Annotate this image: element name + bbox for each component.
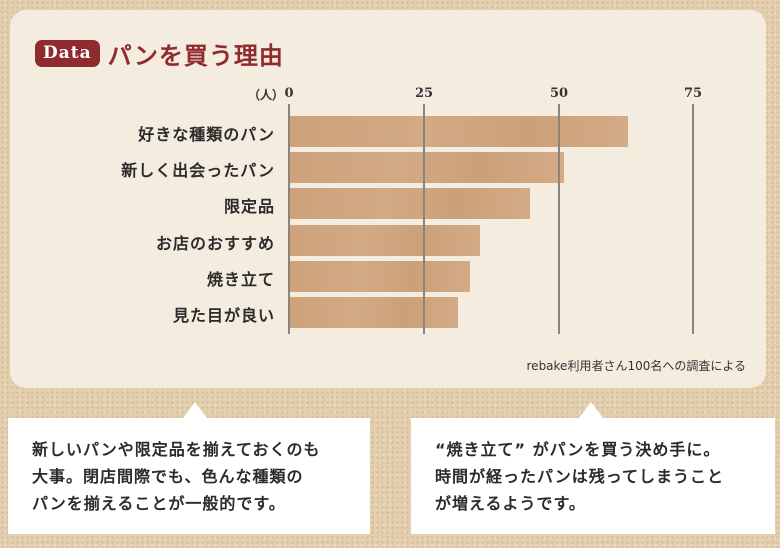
bar-new-bread (288, 152, 564, 183)
bar-limited (288, 188, 530, 219)
data-badge: Data (35, 40, 100, 67)
callout-text: 新しいパンや限定品を揃えておくのも 大事。閉店間際でも、色んな種類の パンを揃え… (32, 436, 321, 517)
callout-text: “焼き立て” がパンを買う決め手に。 時間が経ったパンは残ってしまうこと が増え… (435, 436, 724, 517)
callout-line: 新しいパンや限定品を揃えておくのも (32, 440, 321, 459)
chart-header: Data パンを買う理由 (35, 36, 284, 71)
bar-favorite-type (288, 116, 628, 147)
callout-line: 大事。閉店間際でも、色んな種類の (32, 467, 304, 486)
category-label: 新しく出会ったパン (121, 161, 275, 180)
chart-title: パンを買う理由 (107, 42, 284, 70)
category-label: お店のおすすめ (155, 234, 275, 253)
gridline-50 (558, 104, 560, 334)
category-label: 焼き立て (206, 270, 275, 289)
x-tick-50: 50 (549, 86, 569, 101)
callout-line: “焼き立て” がパンを買う決め手に。 (435, 440, 721, 459)
callout-right: “焼き立て” がパンを買う決め手に。 時間が経ったパンは残ってしまうこと が増え… (411, 402, 775, 534)
callout-line: 時間が経ったパンは残ってしまうこと (435, 467, 725, 486)
bar-looks-good (288, 297, 458, 328)
callout-line: パンを揃えることが一般的です。 (32, 494, 286, 513)
callout-line: が増えるようです。 (435, 494, 586, 513)
bar-freshly-baked (288, 261, 470, 292)
gridline-0 (288, 104, 290, 334)
bar-recommended (288, 225, 480, 256)
x-tick-0: 0 (284, 86, 294, 101)
x-tick-25: 25 (414, 86, 434, 101)
callout-left: 新しいパンや限定品を揃えておくのも 大事。閉店間際でも、色んな種類の パンを揃え… (8, 402, 370, 534)
source-note: rebake利用者さん100名への調査による (526, 359, 746, 373)
axis-unit: （人） (248, 88, 285, 102)
gridline-25 (423, 104, 425, 334)
category-label: 好きな種類のパン (138, 125, 275, 144)
x-tick-75: 75 (683, 86, 703, 101)
gridline-75 (692, 104, 694, 334)
category-label: 限定品 (223, 197, 275, 216)
category-label: 見た目が良い (172, 306, 275, 325)
